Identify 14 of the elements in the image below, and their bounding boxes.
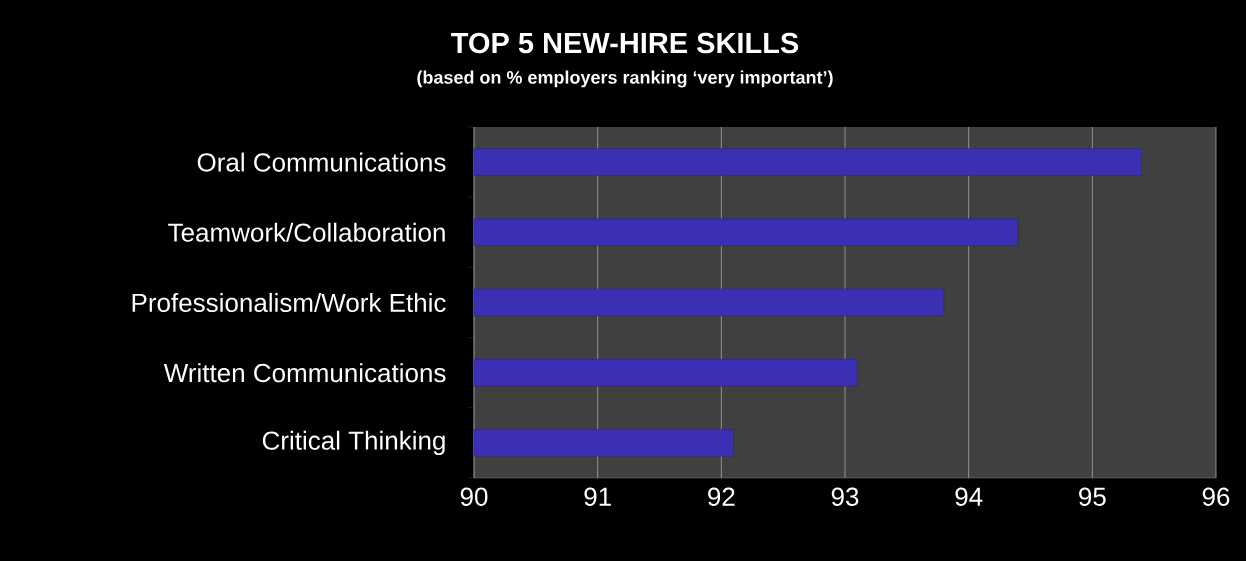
chart-subtitle: (based on % employers ranking ‘very important’)	[417, 70, 833, 88]
x-tick-label: 92	[708, 487, 735, 506]
y-tick-label: Teamwork/Collaboration	[168, 222, 445, 242]
y-tick-label: Oral Communications	[197, 152, 446, 172]
x-tick-label: 95	[1079, 487, 1106, 506]
x-tick-label: 96	[1202, 487, 1230, 506]
y-tick-label: Written Communications	[163, 363, 446, 383]
x-tick-label: 91	[584, 487, 611, 506]
y-tick-label: Professionalism/Work Ethic	[132, 292, 446, 313]
chart-title: TOP 5 NEW-HIRE SKILLS	[451, 32, 799, 54]
x-tick-label: 94	[955, 487, 983, 506]
x-tick-label: 90	[460, 487, 488, 506]
y-tick-label: Critical Thinking	[262, 430, 445, 456]
x-tick-label: 93	[831, 487, 859, 506]
